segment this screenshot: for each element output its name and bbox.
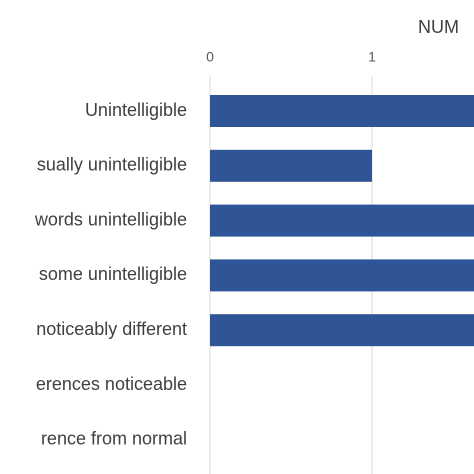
y-tick-label: some unintelligible <box>39 264 187 284</box>
chart-title: NUM <box>418 17 459 37</box>
y-tick-label: noticeably different <box>36 319 187 339</box>
y-tick-label: words unintelligible <box>34 209 187 229</box>
x-tick-label: 0 <box>206 49 214 65</box>
bar <box>210 259 474 292</box>
y-tick-label: rence from normal <box>41 429 187 449</box>
bar <box>210 95 474 127</box>
bar <box>210 149 372 182</box>
y-tick-label: Unintelligible <box>85 100 187 120</box>
y-tick-label: sually unintelligible <box>37 155 187 175</box>
x-tick-label: 1 <box>368 49 376 65</box>
bar <box>210 314 474 347</box>
bar <box>210 204 474 237</box>
y-tick-label: erences noticeable <box>36 374 187 394</box>
